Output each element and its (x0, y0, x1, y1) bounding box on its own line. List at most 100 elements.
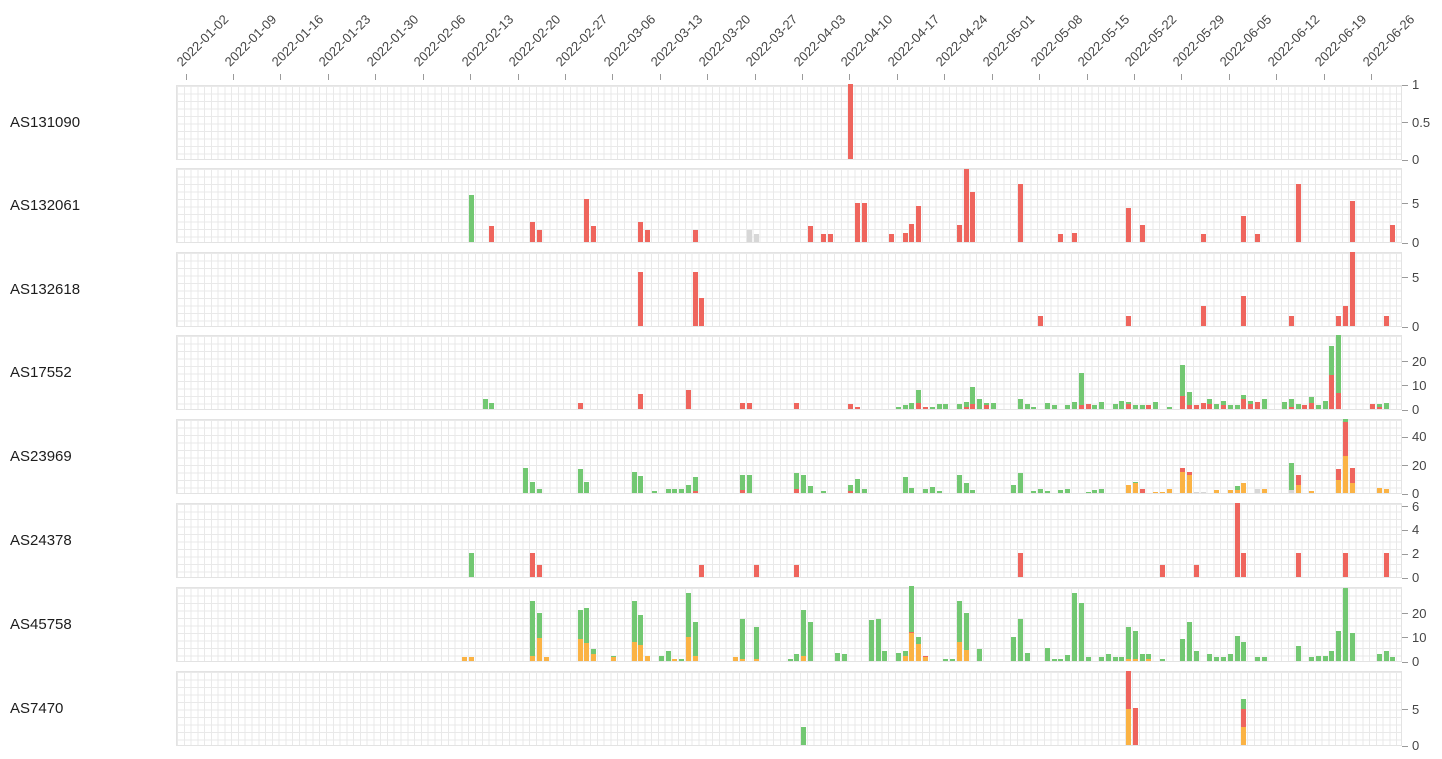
bar-AS17552-2022-05-19[interactable] (1112, 404, 1118, 409)
bar-AS45758-2022-03-03[interactable] (591, 648, 597, 661)
bar-AS23969-2022-05-21[interactable] (1126, 484, 1132, 493)
bar-AS23969-2022-05-11[interactable] (1058, 490, 1064, 493)
bar-AS23969-2022-04-21[interactable] (922, 488, 928, 493)
bar-AS132061-2022-02-13[interactable] (469, 194, 475, 242)
bar-AS17552-2022-05-06[interactable] (1024, 404, 1030, 409)
bar-AS23969-2022-06-17[interactable] (1309, 490, 1315, 493)
bar-AS17552-2022-05-01[interactable] (990, 402, 996, 409)
bar-AS24378-2022-06-22[interactable] (1342, 553, 1348, 577)
bar-AS17552-2022-05-13[interactable] (1071, 401, 1077, 409)
bar-AS45758-2022-05-29[interactable] (1180, 639, 1186, 661)
bar-AS45758-2022-03-16[interactable] (679, 658, 685, 661)
bar-AS132061-2022-06-29[interactable] (1390, 224, 1396, 242)
bar-AS45758-2022-02-13[interactable] (469, 657, 475, 661)
bar-AS17552-2022-05-09[interactable] (1044, 402, 1050, 409)
bar-AS23969-2022-03-09[interactable] (631, 471, 637, 493)
bar-AS17552-2022-05-05[interactable] (1017, 399, 1023, 409)
bar-AS17552-2022-06-18[interactable] (1315, 405, 1321, 409)
bar-AS45758-2022-05-21[interactable] (1126, 627, 1132, 661)
bar-AS17552-2022-06-15[interactable] (1295, 404, 1301, 409)
bar-AS17552-2022-02-15[interactable] (482, 399, 488, 409)
bar-AS23969-2022-06-05[interactable] (1227, 490, 1233, 493)
bar-AS17552-2022-04-30[interactable] (983, 402, 989, 409)
bar-AS17552-2022-05-27[interactable] (1166, 406, 1172, 409)
bar-AS17552-2022-05-22[interactable] (1132, 405, 1138, 409)
bar-AS45758-2022-04-27[interactable] (963, 612, 969, 661)
bar-AS23969-2022-06-28[interactable] (1383, 488, 1389, 493)
bar-AS17552-2022-06-02[interactable] (1207, 399, 1213, 409)
bar-AS17552-2022-06-04[interactable] (1221, 400, 1226, 409)
bar-AS45758-2022-05-10[interactable] (1051, 658, 1057, 661)
bar-AS132061-2022-05-11[interactable] (1058, 234, 1064, 242)
bar-AS17552-2022-04-02[interactable] (794, 402, 800, 409)
bar-AS17552-2022-05-20[interactable] (1119, 400, 1125, 409)
bar-AS45758-2022-06-03[interactable] (1214, 657, 1220, 661)
bar-AS45758-2022-06-06[interactable] (1234, 635, 1240, 661)
bar-AS132061-2022-06-07[interactable] (1241, 215, 1247, 242)
bar-AS17552-2022-05-07[interactable] (1031, 406, 1037, 409)
bar-AS23969-2022-05-23[interactable] (1139, 488, 1145, 493)
bar-AS23969-2022-06-21[interactable] (1336, 468, 1342, 493)
bar-AS24378-2022-02-23[interactable] (536, 565, 542, 577)
bar-AS45758-2022-02-23[interactable] (536, 612, 542, 661)
bar-AS17552-2022-04-17[interactable] (895, 406, 901, 409)
bar-AS17552-2022-06-06[interactable] (1234, 405, 1240, 409)
bar-AS45758-2022-05-26[interactable] (1160, 658, 1166, 661)
bar-AS132061-2022-03-27[interactable] (753, 234, 759, 242)
bar-AS24378-2022-04-02[interactable] (794, 565, 800, 577)
bar-AS45758-2022-02-12[interactable] (462, 657, 468, 661)
bar-AS17552-2022-06-16[interactable] (1302, 405, 1308, 409)
bar-AS7470-2022-05-22[interactable] (1132, 707, 1138, 745)
bar-AS17552-2022-04-10[interactable] (848, 404, 854, 409)
bar-AS24378-2022-02-22[interactable] (530, 553, 536, 577)
bar-AS132061-2022-06-09[interactable] (1254, 234, 1260, 242)
bar-AS45758-2022-05-09[interactable] (1044, 647, 1050, 661)
bar-AS17552-2022-06-27[interactable] (1376, 404, 1382, 409)
bar-AS132618-2022-06-07[interactable] (1241, 296, 1247, 326)
bar-AS45758-2022-03-15[interactable] (672, 658, 678, 661)
bar-AS132061-2022-03-03[interactable] (591, 226, 597, 242)
bar-AS45758-2022-06-15[interactable] (1295, 646, 1301, 661)
bar-AS45758-2022-06-21[interactable] (1336, 630, 1342, 661)
bar-AS23969-2022-05-16[interactable] (1092, 490, 1098, 493)
bar-AS45758-2022-05-20[interactable] (1119, 657, 1125, 661)
bar-AS23969-2022-05-17[interactable] (1099, 489, 1105, 493)
bar-AS17552-2022-04-20[interactable] (916, 389, 922, 409)
bar-AS17552-2022-04-26[interactable] (956, 404, 962, 409)
bar-AS23969-2022-03-14[interactable] (665, 489, 671, 493)
bar-AS45758-2022-06-28[interactable] (1383, 651, 1389, 661)
bar-AS23969-2022-02-22[interactable] (530, 481, 536, 493)
bar-AS23969-2022-04-04[interactable] (807, 485, 813, 493)
bar-AS45758-2022-05-22[interactable] (1132, 630, 1138, 661)
bar-AS45758-2022-04-21[interactable] (922, 656, 928, 661)
bar-AS132061-2022-03-26[interactable] (746, 230, 752, 242)
bar-AS45758-2022-05-30[interactable] (1187, 622, 1193, 661)
bar-AS17552-2022-05-15[interactable] (1085, 404, 1091, 409)
bar-AS17552-2022-05-21[interactable] (1126, 401, 1132, 409)
bar-AS45758-2022-04-25[interactable] (950, 658, 956, 661)
bar-AS17552-2022-04-29[interactable] (977, 399, 983, 409)
bar-AS132618-2022-03-18[interactable] (692, 271, 698, 326)
bar-AS45758-2022-04-08[interactable] (834, 652, 840, 661)
bar-AS17552-2022-06-20[interactable] (1329, 346, 1335, 409)
bar-AS23969-2022-06-07[interactable] (1241, 483, 1247, 493)
bar-AS17552-2022-06-09[interactable] (1254, 401, 1260, 409)
bar-AS132618-2022-06-23[interactable] (1349, 252, 1355, 326)
bar-AS132618-2022-06-21[interactable] (1336, 316, 1342, 326)
bar-AS17552-2022-05-25[interactable] (1153, 401, 1159, 409)
bar-AS17552-2022-04-21[interactable] (922, 406, 928, 409)
bar-AS45758-2022-03-27[interactable] (753, 627, 759, 661)
bar-AS17552-2022-05-12[interactable] (1065, 405, 1071, 409)
bar-AS45758-2022-03-25[interactable] (740, 618, 746, 661)
bar-AS45758-2022-04-19[interactable] (909, 586, 915, 661)
bar-AS45758-2022-06-18[interactable] (1315, 656, 1321, 661)
bar-AS23969-2022-04-28[interactable] (970, 490, 976, 493)
bar-AS17552-2022-05-31[interactable] (1193, 405, 1199, 409)
bar-AS23969-2022-05-04[interactable] (1011, 484, 1017, 493)
bar-AS23969-2022-06-03[interactable] (1214, 490, 1220, 493)
bar-AS24378-2022-05-05[interactable] (1017, 553, 1023, 577)
bar-AS24378-2022-06-06[interactable] (1234, 503, 1240, 577)
bar-AS45758-2022-05-04[interactable] (1011, 636, 1017, 661)
bar-AS17552-2022-03-10[interactable] (638, 394, 644, 409)
bar-AS45758-2022-05-19[interactable] (1112, 657, 1118, 661)
